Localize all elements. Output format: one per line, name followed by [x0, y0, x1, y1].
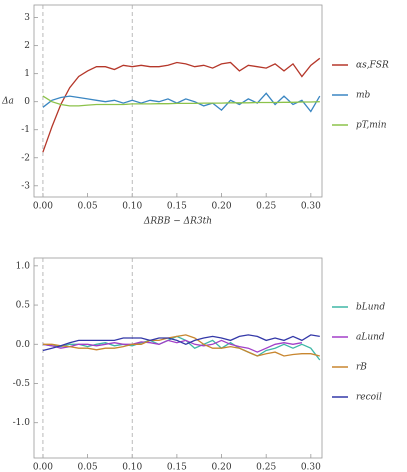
legend-label: αs,FSR: [356, 61, 389, 71]
x-tick-label: 0.00: [33, 202, 53, 212]
x-tick-label: 0.05: [78, 463, 98, 472]
series-line: [42, 334, 320, 357]
y-tick-label: 0.5: [16, 301, 31, 311]
y-tick-label: 0: [24, 97, 30, 107]
x-tick-label: 0.10: [122, 202, 142, 212]
y-tick-label: -3: [21, 181, 30, 191]
plot-frame: [33, 257, 323, 459]
y-axis-label: Δa: [1, 97, 14, 107]
legend-label: mb: [356, 91, 371, 101]
y-tick-label: -1.0: [13, 418, 31, 428]
y-tick-label: 1.0: [16, 261, 31, 271]
legend-label: bLund: [356, 303, 385, 313]
legend-label: rB: [356, 363, 367, 373]
x-tick-label: 0.25: [256, 463, 276, 472]
legend-label: recoil: [356, 393, 382, 403]
y-tick-label: 2: [24, 41, 30, 51]
series-line: [42, 335, 321, 361]
x-tick-label: 0.20: [212, 463, 232, 472]
x-tick-label: 0.30: [301, 463, 321, 472]
y-tick-label: 1: [24, 69, 30, 79]
y-tick-label: -1: [21, 125, 30, 135]
x-axis-label: ΔRBB − ΔR3th: [143, 217, 212, 227]
series-line: [42, 334, 320, 352]
series-line: [42, 339, 303, 353]
plot-frame: [33, 4, 323, 198]
x-tick-label: 0.10: [122, 463, 142, 472]
x-tick-label: 0.00: [33, 463, 53, 472]
x-tick-label: 0.15: [167, 463, 187, 472]
series-line: [42, 57, 321, 153]
series-line: [42, 95, 320, 107]
x-tick-label: 0.15: [167, 202, 187, 212]
y-tick-label: -0.5: [13, 379, 31, 389]
x-tick-label: 0.30: [301, 202, 321, 212]
legend-label: pT,min: [356, 121, 387, 131]
x-tick-label: 0.20: [212, 202, 232, 212]
legend-label: aLund: [356, 333, 385, 343]
x-tick-label: 0.05: [78, 202, 98, 212]
x-tick-label: 0.25: [256, 202, 276, 212]
y-tick-label: -2: [21, 153, 30, 163]
y-tick-label: 0.0: [16, 340, 31, 350]
y-tick-label: 3: [24, 13, 30, 23]
